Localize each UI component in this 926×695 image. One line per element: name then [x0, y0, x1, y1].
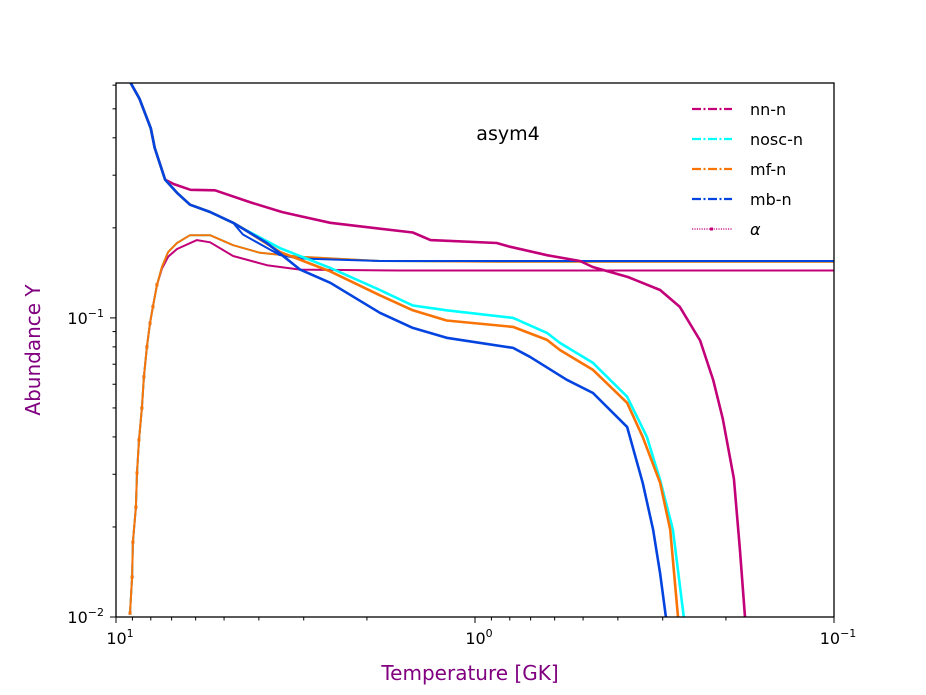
series-marker — [137, 438, 141, 442]
legend-item: α — [692, 220, 761, 239]
legend-label: nosc-n — [750, 130, 803, 149]
series-marker — [142, 375, 146, 379]
y-tick-label: 10−2 — [67, 606, 104, 627]
legend-label: α — [750, 220, 761, 239]
x-tick-label: 100 — [465, 627, 492, 648]
x-axis-label: Temperature [GK] — [380, 661, 558, 685]
series-marker — [131, 540, 135, 544]
x-tick-label: 10−1 — [820, 627, 857, 648]
series-line-alpha-5 — [129, 234, 834, 614]
series-line-nnn — [129, 83, 747, 617]
series-line-noscn — [129, 83, 686, 617]
series-marker — [145, 345, 149, 349]
series-marker — [130, 575, 134, 579]
plot-frame — [115, 82, 835, 618]
series-line-mfn — [129, 83, 680, 617]
legend-item: mf-n — [692, 160, 786, 179]
series-marker — [128, 611, 132, 615]
y-axis-label: Abundance Y — [21, 284, 45, 416]
series-line-mbn — [129, 83, 668, 617]
series-marker — [151, 305, 155, 309]
legend-label: mb-n — [750, 190, 792, 209]
series-marker — [134, 505, 138, 509]
legend-label: nn-n — [750, 100, 786, 119]
annotation-label: asym4 — [476, 123, 539, 145]
series-line-alpha — [129, 239, 834, 614]
legend-marker — [710, 227, 713, 231]
series-layer — [128, 83, 834, 617]
x-tick-label: 101 — [106, 627, 133, 648]
series-line-alpha-6 — [129, 234, 834, 614]
legend-label: mf-n — [750, 160, 786, 179]
series-marker — [140, 406, 144, 410]
ticks-layer: 101 100 10−1 10−1 10−2 — [67, 84, 857, 648]
legend-item: nosc-n — [692, 130, 803, 149]
series-marker — [155, 283, 159, 287]
series-marker — [135, 471, 139, 475]
y-tick-label: 10−1 — [67, 307, 104, 328]
legend-item: nn-n — [692, 100, 786, 119]
series-marker — [148, 321, 152, 325]
legend: nn-n nosc-n mf-n mb-n α — [692, 100, 803, 239]
legend-item: mb-n — [692, 190, 792, 209]
